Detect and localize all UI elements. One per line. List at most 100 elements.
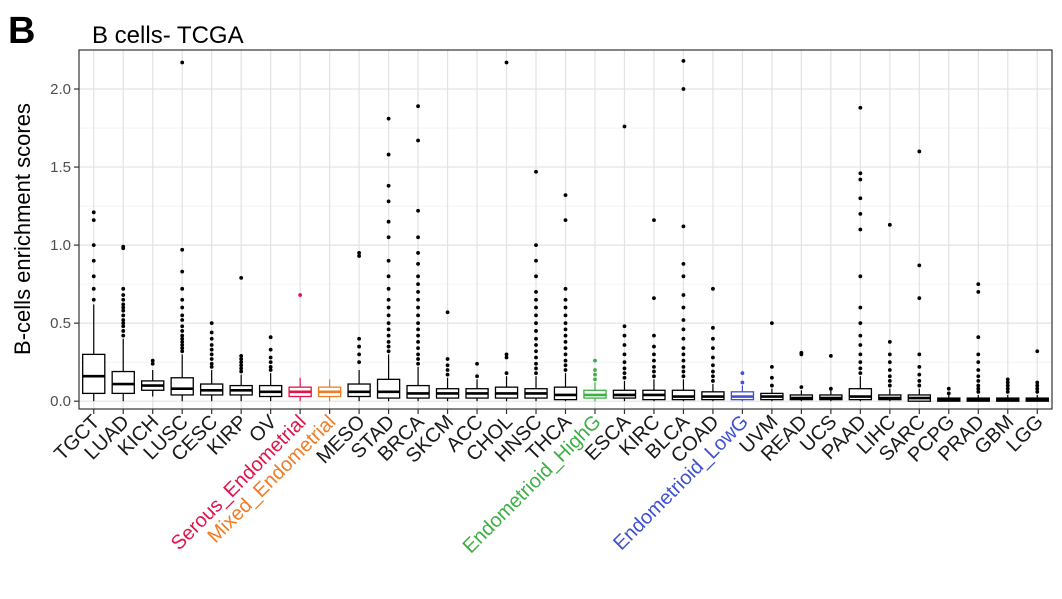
outlier-point xyxy=(445,368,450,372)
outlier-point xyxy=(150,358,155,363)
outlier-point xyxy=(386,349,391,354)
outlier-point xyxy=(563,346,568,351)
outlier-point xyxy=(534,313,538,318)
outlier-point xyxy=(180,343,185,347)
outlier-point xyxy=(534,243,538,248)
outlier-point xyxy=(1005,377,1010,382)
outlier-point xyxy=(769,383,774,388)
outlier-point xyxy=(563,321,568,326)
outlier-point xyxy=(268,347,273,352)
outlier-point xyxy=(386,286,391,291)
outlier-point xyxy=(740,371,745,375)
outlier-point xyxy=(534,321,538,326)
outlier-point xyxy=(534,355,538,360)
outlier-point xyxy=(268,364,273,369)
outlier-point xyxy=(386,274,391,279)
outlier-point xyxy=(209,321,214,326)
outlier-point xyxy=(681,87,686,91)
outlier-point xyxy=(121,329,126,333)
outlier-point xyxy=(976,368,981,372)
outlier-point xyxy=(976,360,981,365)
outlier-point xyxy=(534,349,538,354)
box xyxy=(82,353,106,395)
outlier-point xyxy=(386,339,391,344)
outlier-point xyxy=(91,243,96,248)
outlier-point xyxy=(239,369,244,374)
outlier-point xyxy=(534,343,538,347)
outlier-point xyxy=(386,152,391,157)
outlier-point xyxy=(858,333,863,338)
outlier-point xyxy=(386,305,391,310)
outlier-point xyxy=(858,211,863,216)
outlier-point xyxy=(946,386,951,391)
outlier-point xyxy=(1035,380,1040,385)
outlier-point xyxy=(268,360,273,365)
outlier-point xyxy=(91,210,96,215)
outlier-point xyxy=(858,321,863,326)
outlier-point xyxy=(858,105,863,110)
outlier-point xyxy=(416,346,420,351)
outlier-point xyxy=(887,352,892,357)
outlier-point xyxy=(828,354,833,358)
outlier-point xyxy=(534,329,538,333)
outlier-point xyxy=(180,305,185,310)
outlier-point xyxy=(887,374,892,379)
outlier-point xyxy=(386,333,391,338)
outlier-point xyxy=(652,352,656,357)
outlier-point xyxy=(416,235,420,240)
box xyxy=(111,370,135,395)
outlier-point xyxy=(622,343,627,347)
outlier-point xyxy=(475,374,479,379)
outlier-point xyxy=(1035,386,1040,391)
outlier-point xyxy=(563,333,568,338)
outlier-point xyxy=(357,251,362,255)
outlier-point xyxy=(681,369,686,374)
outlier-point xyxy=(917,372,922,377)
outlier-point xyxy=(681,327,686,332)
outlier-point xyxy=(769,375,774,380)
outlier-point xyxy=(268,355,273,360)
box xyxy=(376,378,401,399)
outlier-point xyxy=(239,360,244,365)
outlier-point xyxy=(504,60,509,65)
outlier-point xyxy=(976,282,981,287)
outlier-point xyxy=(239,363,244,368)
outlier-point xyxy=(121,321,126,326)
outlier-point xyxy=(268,335,273,340)
outlier-point xyxy=(386,235,391,240)
outlier-point xyxy=(121,244,126,249)
outlier-point xyxy=(1035,389,1040,394)
outlier-point xyxy=(622,366,627,371)
outlier-point xyxy=(858,366,863,371)
outlier-point xyxy=(1005,380,1010,385)
outlier-point xyxy=(976,290,981,294)
outlier-point xyxy=(121,333,126,338)
outlier-point xyxy=(622,352,627,357)
outlier-point xyxy=(858,227,863,232)
outlier-point xyxy=(416,104,420,109)
outlier-point xyxy=(858,371,863,375)
outlier-point xyxy=(91,297,96,302)
outlier-point xyxy=(534,258,538,263)
outlier-point xyxy=(180,247,185,252)
outlier-point xyxy=(887,339,892,344)
outlier-point xyxy=(563,358,568,363)
outlier-point xyxy=(534,169,538,174)
outlier-point xyxy=(711,346,715,351)
outlier-point xyxy=(357,352,362,357)
outlier-point xyxy=(887,379,892,383)
outlier-point xyxy=(711,336,715,341)
outlier-point xyxy=(769,321,774,326)
outlier-point xyxy=(858,177,863,182)
outlier-point xyxy=(593,358,597,363)
outlier-point xyxy=(681,336,686,341)
outlier-point xyxy=(563,327,568,332)
outlier-point xyxy=(946,391,951,396)
outlier-point xyxy=(563,363,568,368)
outlier-point xyxy=(239,357,244,361)
outlier-point xyxy=(740,380,745,385)
outlier-point xyxy=(976,374,981,379)
outlier-point xyxy=(976,352,981,357)
outlier-point xyxy=(209,357,214,361)
outlier-point xyxy=(681,274,686,279)
